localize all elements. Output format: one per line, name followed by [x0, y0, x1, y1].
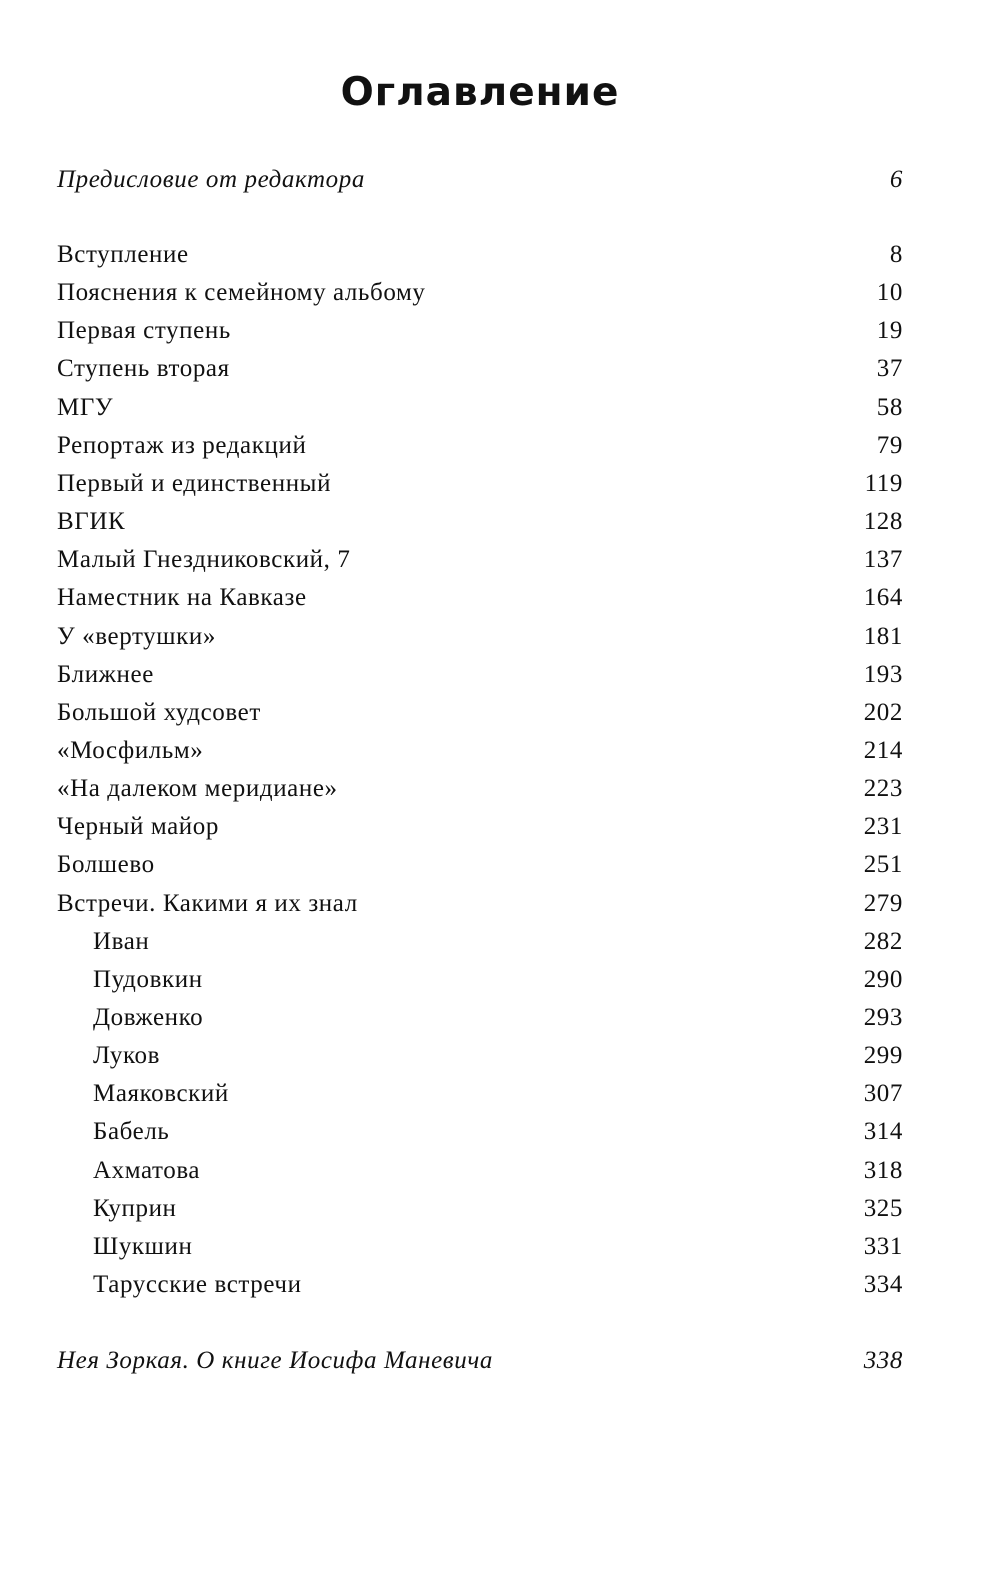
toc-page-number: 10 — [876, 279, 903, 307]
toc-page-number: 282 — [863, 927, 903, 955]
toc-page-number: 293 — [863, 1004, 903, 1031]
toc-page-number: 314 — [863, 1118, 903, 1146]
toc-entry[interactable]: Шукшин 331 — [57, 1228, 903, 1266]
toc-page-number: 164 — [863, 584, 903, 612]
toc-entry[interactable]: У «вертушки» 181 — [57, 618, 903, 656]
toc-entry[interactable]: Первая ступень 19 — [57, 312, 903, 350]
toc-entry[interactable]: Малый Гнездниковский, 7 137 — [57, 541, 903, 579]
toc-label: Первая ступень — [57, 317, 231, 345]
toc-preface[interactable]: Предисловие от редактора 6 — [57, 161, 903, 199]
toc-label: ВГИК — [57, 508, 126, 536]
toc-label: Довженко — [93, 1004, 204, 1031]
toc-label: У «вертушки» — [57, 622, 216, 650]
toc-page-number: 6 — [889, 166, 903, 193]
toc-label: МГУ — [57, 393, 114, 421]
toc-label: Луков — [93, 1042, 161, 1070]
toc-page-number: 202 — [863, 698, 903, 726]
toc-page-number: 223 — [863, 775, 903, 803]
toc-page-number: 307 — [863, 1080, 903, 1108]
toc-label: Репортаж из редакций — [57, 431, 307, 459]
toc-entry[interactable]: Ахматова 318 — [57, 1152, 903, 1190]
toc-afterword[interactable]: Нея Зоркая. О книге Иосифа Маневича 338 — [57, 1342, 903, 1380]
toc-page-number: 79 — [876, 431, 903, 459]
toc-label: Бабель — [93, 1118, 170, 1146]
toc-entry[interactable]: «На далеком меридиане» 223 — [57, 770, 903, 808]
toc-page-number: 331 — [863, 1232, 903, 1260]
toc-page-number: 279 — [863, 889, 903, 917]
toc-page-number: 181 — [863, 622, 903, 650]
toc-label: Пудовкин — [93, 965, 203, 993]
toc-entry[interactable]: Тарусские встречи 334 — [57, 1266, 903, 1304]
toc-page-number: 128 — [863, 508, 903, 536]
toc-label: Ближнее — [57, 660, 154, 688]
toc-page-number: 338 — [863, 1347, 903, 1374]
toc-label: Вступление — [57, 241, 189, 268]
toc-page-number: 37 — [876, 355, 903, 383]
toc-label: Нея Зоркая. О книге Иосифа Маневича — [57, 1347, 493, 1374]
toc-entry[interactable]: Довженко 293 — [57, 999, 903, 1037]
toc-page-number: 299 — [863, 1042, 903, 1070]
toc-label: Ахматова — [93, 1156, 201, 1184]
toc-page-number: 231 — [863, 813, 903, 841]
toc-page-number: 251 — [863, 851, 903, 879]
toc-label: Встречи. Какими я их знал — [57, 889, 358, 917]
toc-page-number: 325 — [863, 1194, 903, 1222]
toc-entry[interactable]: Вступление 8 — [57, 236, 903, 274]
toc-label: Наместник на Кавказе — [57, 584, 307, 612]
toc-page-number: 137 — [863, 546, 903, 574]
toc-entry[interactable]: Ступень вторая 37 — [57, 350, 903, 388]
toc-entry[interactable]: Наместник на Кавказе 164 — [57, 579, 903, 617]
toc-page-number: 290 — [863, 965, 903, 993]
toc-entry[interactable]: Ближнее 193 — [57, 656, 903, 694]
toc-label: Тарусские встречи — [93, 1271, 302, 1299]
toc-page-number: 193 — [863, 660, 903, 688]
toc-page-number: 119 — [864, 469, 903, 497]
toc-label: Черный майор — [57, 813, 219, 841]
toc-label: Большой худсовет — [57, 698, 261, 726]
toc-label: «На далеком меридиане» — [57, 775, 338, 803]
toc-page-number: 58 — [876, 393, 903, 421]
toc-entry[interactable]: ВГИК 128 — [57, 503, 903, 541]
toc-entry[interactable]: Пояснения к семейному альбому 10 — [57, 274, 903, 312]
toc-entry[interactable]: Большой худсовет 202 — [57, 694, 903, 732]
toc-entry[interactable]: Куприн 325 — [57, 1190, 903, 1228]
toc-entry[interactable]: Первый и единственный 119 — [57, 465, 903, 503]
toc-label: Ступень вторая — [57, 355, 230, 383]
toc-label: Куприн — [93, 1194, 177, 1222]
toc-entry[interactable]: Пудовкин 290 — [57, 961, 903, 999]
toc-page-number: 19 — [876, 317, 903, 345]
toc-label: Малый Гнездниковский, 7 — [57, 546, 351, 574]
toc-page-number: 214 — [863, 736, 903, 764]
toc-entry[interactable]: Черный майор 231 — [57, 808, 903, 846]
toc-entry[interactable]: Болшево 251 — [57, 846, 903, 884]
toc-label: Иван — [93, 927, 150, 955]
toc-label: Первый и единственный — [57, 469, 332, 497]
toc-entry[interactable]: «Мосфильм» 214 — [57, 732, 903, 770]
toc-entry[interactable]: Луков 299 — [57, 1037, 903, 1075]
toc-entry[interactable]: Репортаж из редакций 79 — [57, 427, 903, 465]
toc-label: Пояснения к семейному альбому — [57, 279, 426, 307]
toc-label: Маяковский — [93, 1080, 229, 1108]
toc-page-number: 318 — [863, 1156, 903, 1184]
toc-entry[interactable]: Встречи. Какими я их знал 279 — [57, 885, 903, 923]
toc-label: Болшево — [57, 851, 155, 879]
toc-entry[interactable]: Бабель 314 — [57, 1113, 903, 1151]
toc-entry[interactable]: Маяковский 307 — [57, 1075, 903, 1113]
page-title: Оглавление — [340, 70, 620, 115]
toc-label: Предисловие от редактора — [57, 166, 365, 193]
toc-page-number: 8 — [889, 241, 903, 268]
toc-entry[interactable]: МГУ 58 — [57, 389, 903, 427]
toc-label: Шукшин — [93, 1232, 193, 1260]
toc-page-number: 334 — [863, 1271, 903, 1299]
toc-entry[interactable]: Иван 282 — [57, 923, 903, 961]
toc-label: «Мосфильм» — [57, 736, 204, 764]
